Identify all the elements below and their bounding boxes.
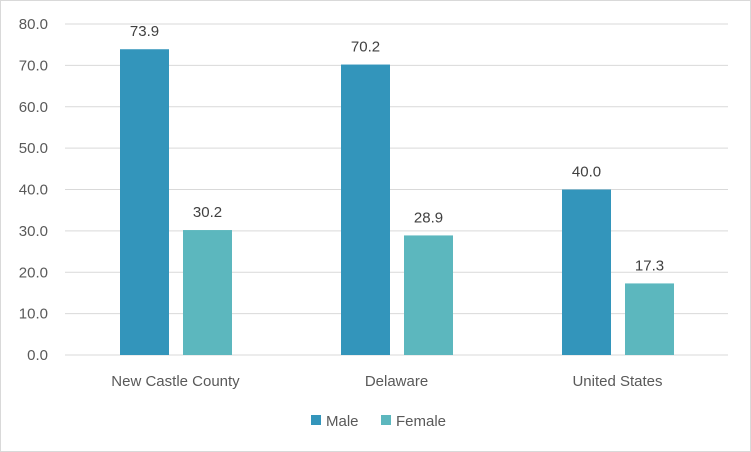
bar-male-3 — [562, 189, 611, 355]
y-tick-label: 80.0 — [19, 16, 48, 33]
legend-swatch-female — [381, 415, 391, 425]
gridlines — [65, 23, 728, 356]
legend: Male Female — [311, 413, 446, 430]
bar-female-1 — [183, 230, 232, 355]
x-category-label: Delaware — [365, 373, 428, 390]
bar-female-3 — [625, 283, 674, 355]
legend-label-female: Female — [396, 413, 446, 430]
y-tick-label: 40.0 — [19, 182, 48, 199]
y-tick-label: 0.0 — [27, 347, 48, 364]
y-tick-label: 70.0 — [19, 57, 48, 74]
data-label-female-1: 30.2 — [193, 204, 222, 221]
bar-male-1 — [120, 49, 169, 356]
x-category-label: United States — [572, 373, 662, 390]
y-tick-label: 60.0 — [19, 99, 48, 116]
data-label-male-1: 73.9 — [130, 23, 159, 40]
x-axis-categories: New Castle County Delaware United States — [111, 373, 662, 390]
data-label-female-2: 28.9 — [414, 209, 443, 226]
y-axis-ticks: 0.0 10.0 20.0 30.0 40.0 50.0 60.0 70.0 80.0 — [19, 16, 48, 364]
bar-male-2 — [341, 64, 390, 356]
x-category-label: New Castle County — [111, 373, 240, 390]
y-tick-label: 50.0 — [19, 140, 48, 157]
y-tick-label: 20.0 — [19, 264, 48, 281]
bars — [120, 49, 674, 356]
data-label-female-3: 17.3 — [635, 257, 664, 274]
data-label-male-3: 40.0 — [572, 164, 601, 181]
data-labels: 73.9 30.2 70.2 28.9 40.0 17.3 — [130, 23, 664, 274]
legend-label-male: Male — [326, 413, 359, 430]
y-tick-label: 10.0 — [19, 306, 48, 323]
bar-female-2 — [404, 235, 453, 355]
legend-swatch-male — [311, 415, 321, 425]
data-label-male-2: 70.2 — [351, 39, 380, 56]
y-tick-label: 30.0 — [19, 223, 48, 240]
